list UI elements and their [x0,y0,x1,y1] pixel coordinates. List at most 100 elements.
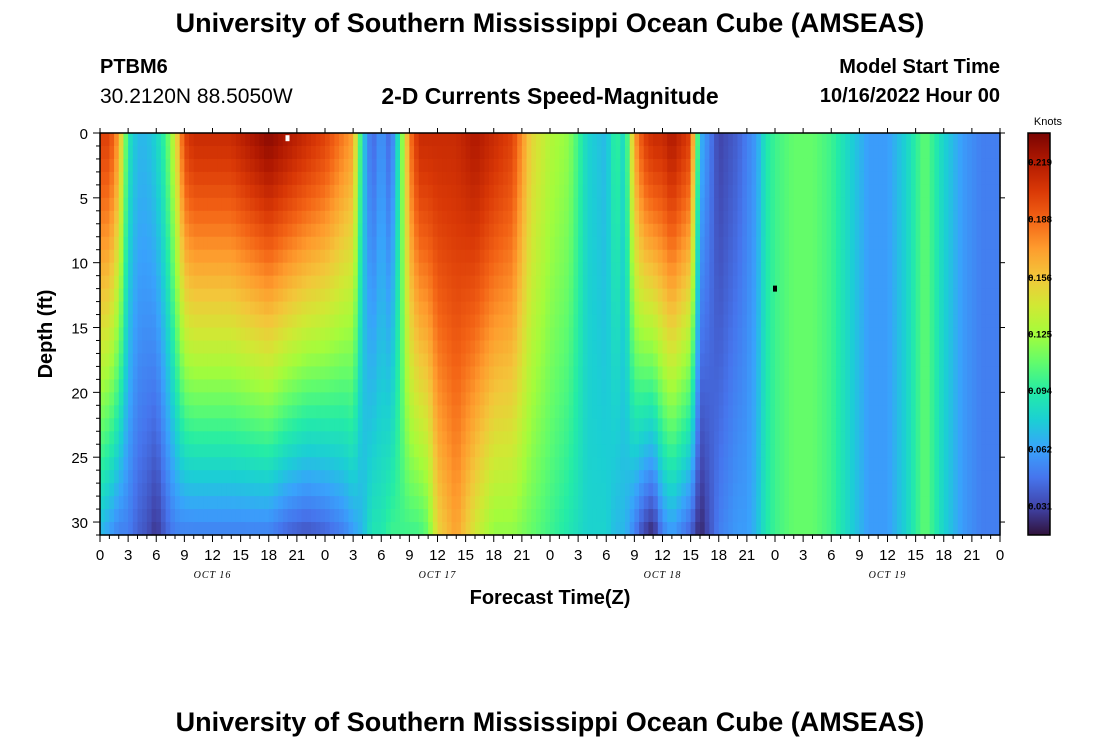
heatmap-cell [273,496,279,510]
heatmap-cell [765,470,771,484]
heatmap-cell [146,431,153,445]
heatmap-cell [306,275,312,290]
heatmap-cell [423,197,429,212]
heatmap-cell [423,496,429,510]
heatmap-cell [760,522,767,536]
heatmap-cell [193,405,200,419]
heatmap-cell [296,418,303,432]
heatmap-cell [498,405,504,419]
heatmap-cell [221,405,228,419]
heatmap-cell [779,457,785,471]
heatmap-cell [460,340,467,355]
heatmap-cell [301,158,307,173]
heatmap-cell [123,444,129,458]
heatmap-cell [381,133,387,147]
heatmap-cell [437,405,443,419]
heatmap-cell [770,340,776,355]
heatmap-cell [784,275,790,290]
heatmap-cell [362,366,368,380]
heatmap-cell [442,158,448,173]
heatmap-cell [831,522,837,536]
heatmap-cell [353,288,359,303]
heatmap-cell [746,327,753,342]
heatmap-cell [779,184,785,199]
heatmap-cell [770,509,776,523]
heatmap-cell [146,366,153,380]
heatmap-cell [362,223,368,238]
heatmap-cell [118,379,125,393]
heatmap-cell [137,340,143,355]
heatmap-cell [268,314,275,329]
heatmap-cell [765,405,771,419]
heatmap-cell [685,353,692,368]
heatmap-cell [465,366,471,380]
heatmap-cell [756,301,762,316]
heatmap-cell [756,288,762,303]
heatmap-cell [334,444,340,458]
heatmap-cell [681,275,687,290]
heatmap-cell [409,210,415,225]
heatmap-cell [465,340,471,355]
heatmap-cell [334,340,340,355]
station-id: PTBM6 [100,56,168,78]
heatmap-cell [770,301,776,316]
heatmap-cell [489,249,495,264]
heatmap-cell [709,483,715,497]
heatmap-cell [512,340,518,355]
heatmap-cell [362,379,368,393]
heatmap-cell [746,392,753,406]
heatmap-cell [442,145,448,160]
heatmap-cell [250,405,256,419]
heatmap-cell [193,171,200,186]
heatmap-cell [676,301,682,316]
heatmap-cell [826,340,832,355]
heatmap-cell [376,210,382,225]
heatmap-cell [540,509,546,523]
heatmap-cell [400,392,406,406]
heatmap-cell [268,262,275,277]
heatmap-cell [315,133,321,147]
heatmap-cell [728,133,734,147]
heatmap-cell [489,223,495,238]
heatmap-cell [390,314,396,329]
heatmap-cell [165,288,171,303]
heatmap-cell [653,314,659,329]
heatmap-cell [226,262,232,277]
heatmap-cell [456,470,462,484]
heatmap-cell [142,262,148,277]
heatmap-cell [437,236,443,251]
heatmap-cell [404,210,410,225]
heatmap-cell [535,288,542,303]
heatmap-cell [451,379,457,393]
heatmap-cell [718,327,725,342]
heatmap-cell [475,392,481,406]
heatmap-cell [681,340,687,355]
heatmap-cell [503,236,509,251]
heatmap-cell [615,392,621,406]
heatmap-cell [259,275,265,290]
heatmap-cell [118,301,125,316]
heatmap-cell [128,210,134,225]
heatmap-cell [146,340,153,355]
heatmap-cell [596,301,603,316]
heatmap-cell [793,171,800,186]
heatmap-cell [137,444,143,458]
heatmap-cell [587,340,593,355]
heatmap-cell [446,457,453,471]
heatmap-cell [840,210,846,225]
heatmap-cell [198,210,204,225]
heatmap-cell [414,275,420,290]
heatmap-cell [470,158,476,173]
heatmap-cell [479,496,485,510]
heatmap-cell [357,171,364,186]
heatmap-cell [845,223,851,238]
heatmap-cell [385,522,392,536]
heatmap-cell [310,470,317,484]
heatmap-cell [418,197,425,212]
heatmap-cell [568,184,575,199]
heatmap-cell [568,171,575,186]
heatmap-cell [625,314,631,329]
heatmap-cell [189,340,195,355]
heatmap-cell [535,444,542,458]
heatmap-cell [353,340,359,355]
